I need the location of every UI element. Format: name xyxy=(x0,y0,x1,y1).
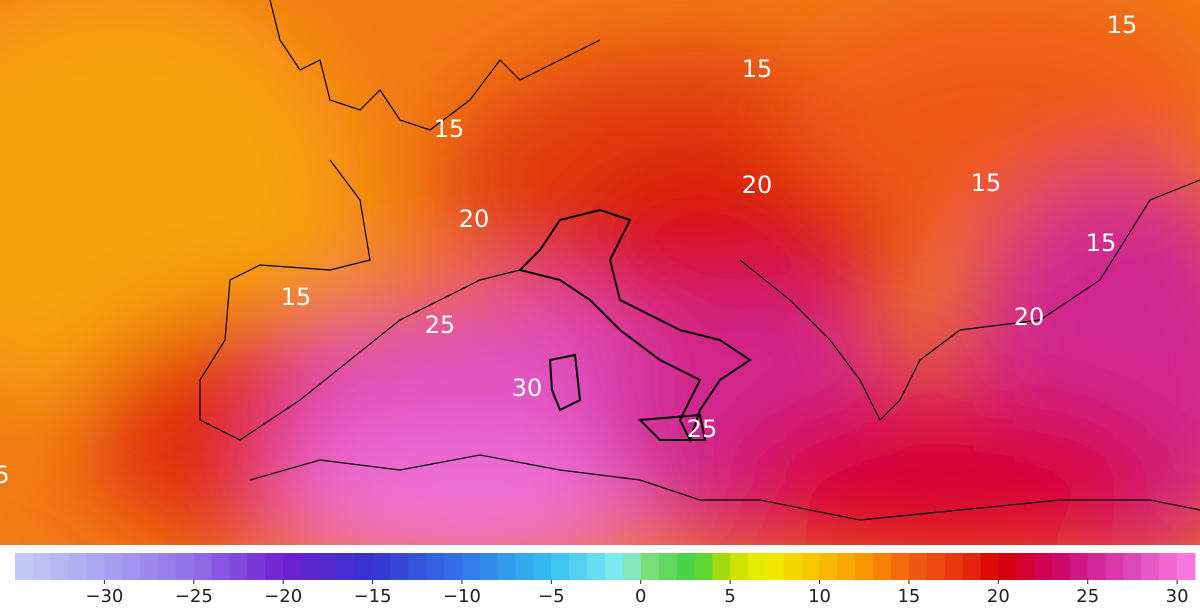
colorbar-swatch xyxy=(497,553,517,580)
colorbar-swatch xyxy=(730,553,749,580)
colorbar-swatch xyxy=(908,553,928,580)
contour-label: 25 xyxy=(687,415,718,443)
colorbar-tick-label: 25 xyxy=(1076,586,1099,607)
colorbar-swatch xyxy=(1051,553,1071,580)
colorbar-swatch xyxy=(676,553,695,580)
colorbar-swatch xyxy=(551,553,570,580)
colorbar-swatch xyxy=(336,553,356,580)
colorbar-tick-label: −30 xyxy=(85,586,123,607)
colorbar-swatch xyxy=(980,553,999,580)
contour-label: 20 xyxy=(459,205,490,233)
colorbar-swatch xyxy=(426,553,445,580)
colorbar-swatch xyxy=(962,553,981,580)
colorbar-tick-label: 30 xyxy=(1166,586,1189,607)
colorbar-swatch xyxy=(444,553,463,580)
colorbar-swatch xyxy=(50,553,70,580)
colorbar-tick-label: 5 xyxy=(724,586,735,607)
contour-label: 15 xyxy=(1086,229,1117,257)
colorbar-swatch xyxy=(783,553,803,580)
contour-label: 20 xyxy=(742,171,773,199)
colorbar-swatch xyxy=(247,553,266,580)
contour-label: 25 xyxy=(425,311,456,339)
colorbar-tick-label: 0 xyxy=(635,586,646,607)
colorbar-swatch xyxy=(86,553,105,580)
contour-label: 15 xyxy=(1107,11,1138,39)
colorbar-swatch xyxy=(211,553,231,580)
colorbar-swatch xyxy=(765,553,785,580)
colorbar-swatch xyxy=(1177,553,1196,580)
colorbar-tick-label: −15 xyxy=(354,586,392,607)
colorbar-swatch xyxy=(1141,553,1160,580)
colorbar-tick-label: 10 xyxy=(808,586,831,607)
contour-label: 15 xyxy=(742,55,773,83)
colorbar-swatch xyxy=(265,553,284,580)
coastlines xyxy=(199,0,1200,521)
colorbar-swatch xyxy=(461,553,481,580)
colorbar: −30 −25 −20 −15 −10 −5 0 5 10 15 20 25 30 xyxy=(15,553,1196,607)
colorbar-swatch xyxy=(175,553,195,580)
colorbar-swatch xyxy=(712,553,731,580)
colorbar-swatch xyxy=(354,553,374,580)
colorbar-swatch xyxy=(998,553,1017,580)
colorbar-swatch xyxy=(569,553,588,580)
colorbar-swatch xyxy=(926,553,946,580)
colorbar-swatch xyxy=(622,553,642,580)
colorbar-swatch xyxy=(801,553,821,580)
colorbar-swatch xyxy=(229,553,248,580)
colorbar-tick-label: −10 xyxy=(443,586,481,607)
colorbar-swatch xyxy=(1087,553,1107,580)
colorbar-swatch xyxy=(605,553,624,580)
colorbar-swatch xyxy=(1016,553,1035,580)
colorbar-tick-label: 20 xyxy=(987,586,1010,607)
colorbar-swatch xyxy=(1159,553,1178,580)
colorbar-swatch xyxy=(1123,553,1142,580)
temperature-field xyxy=(0,0,1200,545)
colorbar-swatch xyxy=(158,553,177,580)
colorbar-swatch xyxy=(32,553,52,580)
contour-label: 30 xyxy=(512,374,543,402)
colorbar-tick-label: −5 xyxy=(538,586,565,607)
colorbar-swatch xyxy=(891,553,910,580)
colorbar-swatch xyxy=(640,553,660,580)
contour-label: 15 xyxy=(281,283,312,311)
colorbar-swatch xyxy=(68,553,88,580)
contour-label: 5 xyxy=(0,461,10,489)
colorbar-swatch xyxy=(515,553,534,580)
colorbar-tick-label: −20 xyxy=(264,586,302,607)
colorbar-swatch xyxy=(122,553,141,580)
colorbar-swatch xyxy=(1034,553,1053,580)
colorbar-swatch xyxy=(819,553,838,580)
colorbar-swatch xyxy=(748,553,767,580)
contour-label: 15 xyxy=(971,169,1002,197)
colorbar-swatch xyxy=(193,553,213,580)
colorbar-swatch xyxy=(533,553,552,580)
colorbar-swatch xyxy=(301,553,320,580)
colorbar-swatch xyxy=(837,553,856,580)
colorbar-swatch xyxy=(104,553,123,580)
contour-label: 15 xyxy=(434,115,465,143)
colorbar-swatch xyxy=(1069,553,1089,580)
colorbar-swatch xyxy=(873,553,892,580)
colorbar-swatch xyxy=(15,553,34,580)
colorbar-swatch xyxy=(694,553,713,580)
colorbar-swatch xyxy=(283,553,302,580)
colorbar-swatch xyxy=(318,553,338,580)
colorbar-swatch xyxy=(372,553,391,580)
contour-label: 20 xyxy=(1014,303,1045,331)
colorbar-swatch xyxy=(1105,553,1124,580)
colorbar-swatch xyxy=(479,553,499,580)
colorbar-swatch xyxy=(140,553,159,580)
colorbar-swatch xyxy=(587,553,606,580)
colorbar-swatch xyxy=(855,553,874,580)
colorbar-swatch xyxy=(408,553,427,580)
colorbar-swatch xyxy=(390,553,409,580)
colorbar-tick-label: −25 xyxy=(175,586,213,607)
colorbar-tick-label: 15 xyxy=(897,586,920,607)
colorbar-swatch xyxy=(658,553,678,580)
colorbar-swatch xyxy=(944,553,964,580)
